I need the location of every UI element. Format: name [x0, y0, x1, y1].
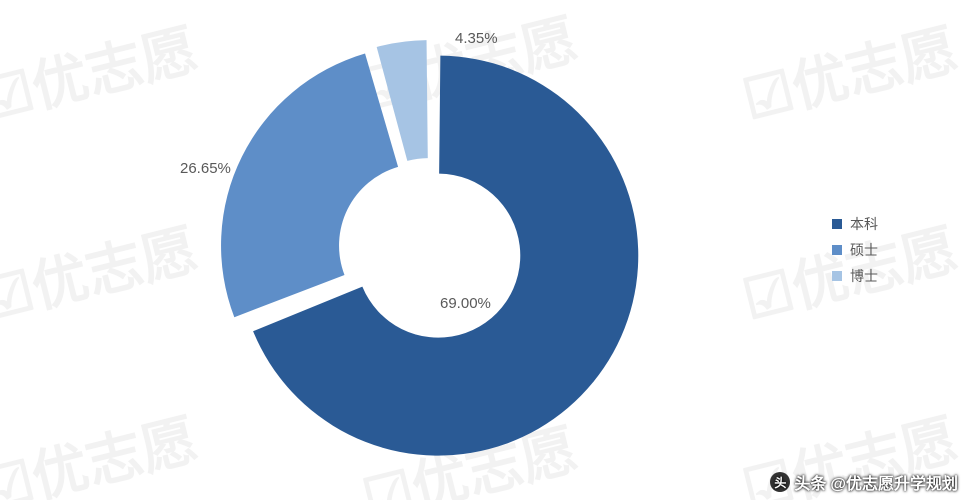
attribution-prefix: 头条: [794, 470, 826, 494]
legend-item-benke: 本科: [832, 214, 878, 234]
donut-chart: [0, 0, 968, 500]
legend-label-benke: 本科: [850, 214, 878, 234]
legend-label-boshi: 博士: [850, 266, 878, 286]
chart-container: ☑优志愿☑优志愿☑优志愿☑优志愿☑优志愿☑优志愿☑优志愿☑优志愿 69.00% …: [0, 0, 968, 500]
legend: 本科 硕士 博士: [832, 208, 878, 292]
slice-shuoshi: [221, 54, 398, 318]
slice-label-benke: 69.00%: [440, 295, 491, 312]
legend-item-boshi: 博士: [832, 266, 878, 286]
legend-swatch-benke: [832, 219, 842, 229]
slice-label-shuoshi: 26.65%: [180, 160, 231, 177]
legend-item-shuoshi: 硕士: [832, 240, 878, 260]
attribution: 头 头条 @优志愿升学规划: [770, 470, 958, 494]
legend-label-shuoshi: 硕士: [850, 240, 878, 260]
attribution-handle: @优志愿升学规划: [830, 470, 958, 494]
attribution-badge-icon: 头: [770, 472, 790, 492]
legend-swatch-boshi: [832, 271, 842, 281]
legend-swatch-shuoshi: [832, 245, 842, 255]
slice-label-boshi: 4.35%: [455, 30, 498, 47]
